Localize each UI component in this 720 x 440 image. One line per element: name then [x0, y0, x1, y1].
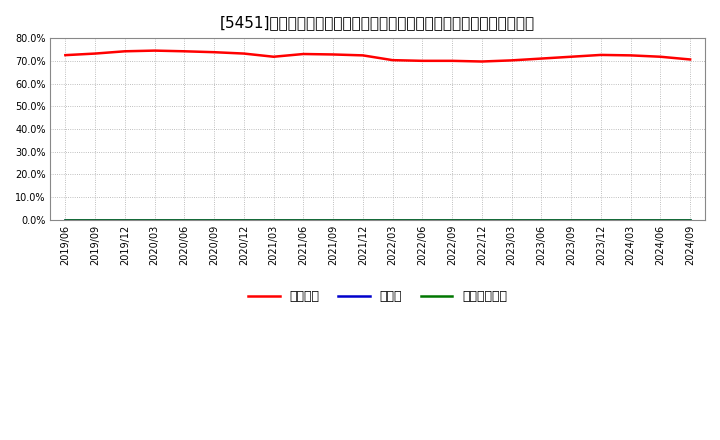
- 繰延税金資産: [537, 217, 546, 223]
- 繰延税金資産: [508, 217, 516, 223]
- 自己資本: [359, 53, 367, 58]
- 繰延税金資産: [359, 217, 367, 223]
- 繰延税金資産: [477, 217, 486, 223]
- 繰延税金資産: [686, 217, 695, 223]
- 自己資本: [448, 58, 456, 63]
- 自己資本: [537, 56, 546, 61]
- 自己資本: [269, 54, 278, 59]
- のれん: [448, 217, 456, 223]
- のれん: [597, 217, 606, 223]
- 自己資本: [626, 53, 635, 58]
- 自己資本: [567, 54, 575, 59]
- 自己資本: [180, 49, 189, 54]
- のれん: [359, 217, 367, 223]
- のれん: [61, 217, 70, 223]
- 繰延税金資産: [61, 217, 70, 223]
- 繰延税金資産: [150, 217, 159, 223]
- 繰延税金資産: [180, 217, 189, 223]
- のれん: [91, 217, 99, 223]
- 繰延税金資産: [120, 217, 129, 223]
- 自己資本: [210, 50, 218, 55]
- 自己資本: [388, 58, 397, 63]
- のれん: [537, 217, 546, 223]
- 自己資本: [240, 51, 248, 56]
- 繰延税金資産: [388, 217, 397, 223]
- のれん: [210, 217, 218, 223]
- 繰延税金資産: [210, 217, 218, 223]
- 自己資本: [597, 52, 606, 58]
- 自己資本: [91, 51, 99, 56]
- のれん: [567, 217, 575, 223]
- のれん: [120, 217, 129, 223]
- 自己資本: [150, 48, 159, 53]
- 繰延税金資産: [418, 217, 427, 223]
- 自己資本: [508, 58, 516, 63]
- のれん: [508, 217, 516, 223]
- 繰延税金資産: [626, 217, 635, 223]
- 自己資本: [418, 58, 427, 63]
- のれん: [626, 217, 635, 223]
- 自己資本: [61, 52, 70, 58]
- 自己資本: [477, 59, 486, 64]
- Line: 自己資本: 自己資本: [66, 51, 690, 62]
- 自己資本: [120, 49, 129, 54]
- のれん: [329, 217, 338, 223]
- のれん: [656, 217, 665, 223]
- のれん: [418, 217, 427, 223]
- のれん: [477, 217, 486, 223]
- 自己資本: [656, 54, 665, 59]
- 繰延税金資産: [269, 217, 278, 223]
- 繰延税金資産: [329, 217, 338, 223]
- 繰延税金資産: [448, 217, 456, 223]
- 自己資本: [686, 57, 695, 62]
- 自己資本: [329, 52, 338, 57]
- 繰延税金資産: [656, 217, 665, 223]
- 繰延税金資産: [299, 217, 307, 223]
- 繰延税金資産: [567, 217, 575, 223]
- のれん: [686, 217, 695, 223]
- のれん: [388, 217, 397, 223]
- のれん: [150, 217, 159, 223]
- のれん: [299, 217, 307, 223]
- Title: [5451]　自己資本、のれん、繰延税金資産の総資産に対する比率の推移: [5451] 自己資本、のれん、繰延税金資産の総資産に対する比率の推移: [220, 15, 535, 30]
- 繰延税金資産: [91, 217, 99, 223]
- Legend: 自己資本, のれん, 繰延税金資産: 自己資本, のれん, 繰延税金資産: [243, 285, 512, 308]
- のれん: [180, 217, 189, 223]
- 繰延税金資産: [597, 217, 606, 223]
- のれん: [240, 217, 248, 223]
- のれん: [269, 217, 278, 223]
- 自己資本: [299, 51, 307, 57]
- 繰延税金資産: [240, 217, 248, 223]
